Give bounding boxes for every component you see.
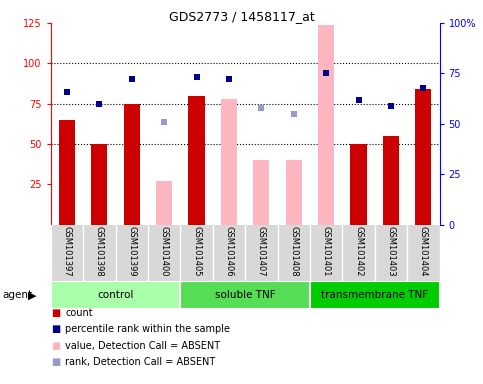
Text: rank, Detection Call = ABSENT: rank, Detection Call = ABSENT (65, 358, 215, 367)
Bar (180, 281, 310, 309)
Text: percentile rank within the sample: percentile rank within the sample (65, 324, 230, 334)
Bar (51, 281, 180, 309)
Text: GSM101406: GSM101406 (225, 227, 233, 277)
Text: ▶: ▶ (28, 290, 37, 300)
Bar (91, 144, 107, 225)
Text: transmembrane TNF: transmembrane TNF (321, 290, 428, 300)
Text: GSM101400: GSM101400 (159, 227, 169, 277)
Bar (156, 181, 172, 225)
Text: ■: ■ (51, 341, 60, 351)
Text: GSM101399: GSM101399 (127, 227, 136, 277)
Bar (124, 104, 140, 225)
Bar (318, 25, 334, 225)
Text: value, Detection Call = ABSENT: value, Detection Call = ABSENT (65, 341, 220, 351)
Bar (383, 136, 399, 225)
Text: GSM101397: GSM101397 (62, 227, 71, 277)
Text: ■: ■ (51, 324, 60, 334)
Text: GSM101398: GSM101398 (95, 227, 104, 277)
Text: GSM101404: GSM101404 (419, 227, 428, 277)
Text: GDS2773 / 1458117_at: GDS2773 / 1458117_at (169, 10, 314, 23)
Text: agent: agent (2, 290, 32, 300)
Bar (310, 281, 440, 309)
Text: GSM101407: GSM101407 (257, 227, 266, 277)
Bar (253, 160, 270, 225)
Bar (221, 99, 237, 225)
Text: GSM101408: GSM101408 (289, 227, 298, 277)
Text: ■: ■ (51, 308, 60, 318)
Text: GSM101401: GSM101401 (322, 227, 331, 277)
Text: GSM101402: GSM101402 (354, 227, 363, 277)
Bar (351, 144, 367, 225)
Text: control: control (98, 290, 134, 300)
Bar (415, 89, 431, 225)
Text: count: count (65, 308, 93, 318)
Bar (285, 160, 302, 225)
Text: ■: ■ (51, 358, 60, 367)
Bar (188, 96, 205, 225)
Text: GSM101403: GSM101403 (386, 227, 396, 277)
Text: GSM101405: GSM101405 (192, 227, 201, 277)
Bar (59, 120, 75, 225)
Text: soluble TNF: soluble TNF (215, 290, 275, 300)
